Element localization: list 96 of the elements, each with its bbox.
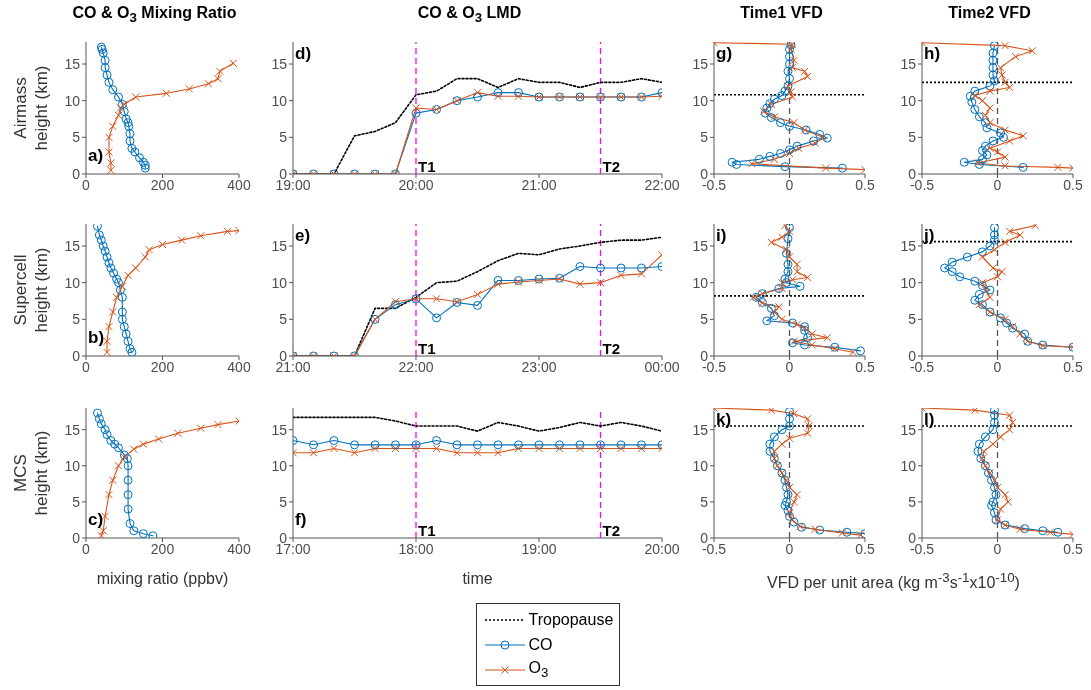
y-tick-label: 10 [271,457,288,474]
y-tick-label: 15 [692,421,709,438]
chart-title: CO & O$_{3}$ Mixing Ratio [71,4,238,26]
legend-label: O$_{3}$ [528,658,549,681]
annotation: g) [716,44,733,64]
x-tick-label: 0.5 [855,540,875,557]
x-tick-label: 0 [785,358,794,375]
y-tick-label: 15 [64,237,81,254]
y-tick-label: 5 [908,311,917,328]
y-tick-label: 15 [271,237,288,254]
annotation: k) [716,410,732,430]
x-tick-label: 22:00 [644,176,680,193]
x-tick-label: 0 [993,540,1002,557]
y-tick-label: 15 [900,421,917,438]
y-tick-label: 5 [700,129,709,146]
y-tick-label: 10 [271,274,288,291]
chart-title: CO & O$_{3}$ LMD [417,4,522,26]
y-tick-label: 10 [692,92,709,109]
y-tick-label: 10 [692,274,709,291]
x-tick-label: 0.5 [855,176,875,193]
y-tick-label: 5 [908,129,917,146]
y-tick-label: 0 [72,165,81,182]
y-tick-label: 15 [900,55,917,72]
annotation: i) [716,226,727,246]
y-tick-label: 5 [279,311,288,328]
y-tick-label: 10 [64,457,81,474]
annotation: h) [924,44,941,64]
y-tick-label: 5 [72,493,81,510]
y-tick-label: 15 [900,237,917,254]
y-tick-label: 15 [692,237,709,254]
chart-title: Time2 VFD [947,4,1032,22]
x-tick-label: 400 [227,540,251,557]
ref-line-label: T1 [418,522,436,539]
x-tick-label: 0 [785,176,794,193]
y-tick-label: 0 [72,347,81,364]
y-axis-title: MCS height (km) [10,429,52,518]
legend-label: Tropopause [528,610,614,629]
x-tick-label: 23:00 [521,358,557,375]
y-axis-title: Airmass height (km) [10,64,52,153]
y-tick-label: 10 [271,92,288,109]
x-tick-label: 0 [993,176,1002,193]
x-tick-label: 0.5 [1063,176,1083,193]
x-tick-label: 22:00 [398,358,434,375]
y-tick-label: 15 [64,421,81,438]
x-tick-label: 0.5 [855,358,875,375]
x-axis-title: time [461,570,494,588]
y-tick-label: 15 [271,421,288,438]
y-tick-label: 5 [72,311,81,328]
y-tick-label: 5 [72,129,81,146]
y-tick-label: 15 [64,55,81,72]
ref-line-label: T1 [418,340,436,357]
x-tick-label: 0 [785,540,794,557]
x-tick-label: 21:00 [521,176,557,193]
ref-line-label: T2 [602,158,621,175]
y-tick-label: 15 [692,55,709,72]
x-tick-label: 200 [150,540,175,557]
annotation: e) [295,226,311,246]
x-tick-label: 20:00 [398,176,434,193]
x-tick-label: 0.5 [1063,540,1083,557]
chart-title: Time1 VFD [739,4,824,22]
y-tick-label: 5 [700,311,709,328]
annotation: f) [295,510,307,530]
annotation: l) [924,410,935,430]
x-tick-label: 400 [227,176,251,193]
y-tick-label: 10 [900,457,917,474]
y-tick-label: 5 [700,493,709,510]
y-axis-title: Supercell height (km) [10,246,52,335]
y-tick-label: 10 [900,274,917,291]
y-tick-label: 5 [908,493,917,510]
x-axis-title: VFD per unit area (kg m$^{-3}$s$^{-1}$x10$^{-10}$) [766,570,1021,593]
ref-line-label: T1 [418,158,436,175]
x-tick-label: 18:00 [398,540,434,557]
y-tick-label: 5 [279,493,288,510]
x-tick-label: 400 [227,358,251,375]
x-tick-label: 00:00 [644,358,680,375]
y-tick-label: 15 [271,55,288,72]
x-axis-title: mixing ratio (ppbv) [95,570,230,588]
annotation: a) [88,146,104,166]
x-tick-label: 0 [993,358,1002,375]
x-tick-label: 200 [150,358,175,375]
annotation: c) [88,510,104,530]
ref-line-label: T2 [602,340,621,357]
y-tick-label: 0 [72,529,81,546]
legend-label: CO [528,635,553,654]
annotation: d) [295,44,312,64]
ref-line-label: T2 [602,522,621,539]
x-tick-label: 0.5 [1063,358,1083,375]
y-tick-label: 10 [900,92,917,109]
y-tick-label: 10 [64,274,81,291]
x-tick-label: 200 [150,176,175,193]
y-tick-label: 5 [279,129,288,146]
x-tick-label: 19:00 [521,540,557,557]
y-tick-label: 10 [692,457,709,474]
y-tick-label: 10 [64,92,81,109]
annotation: b) [88,328,105,348]
x-tick-label: 20:00 [644,540,680,557]
